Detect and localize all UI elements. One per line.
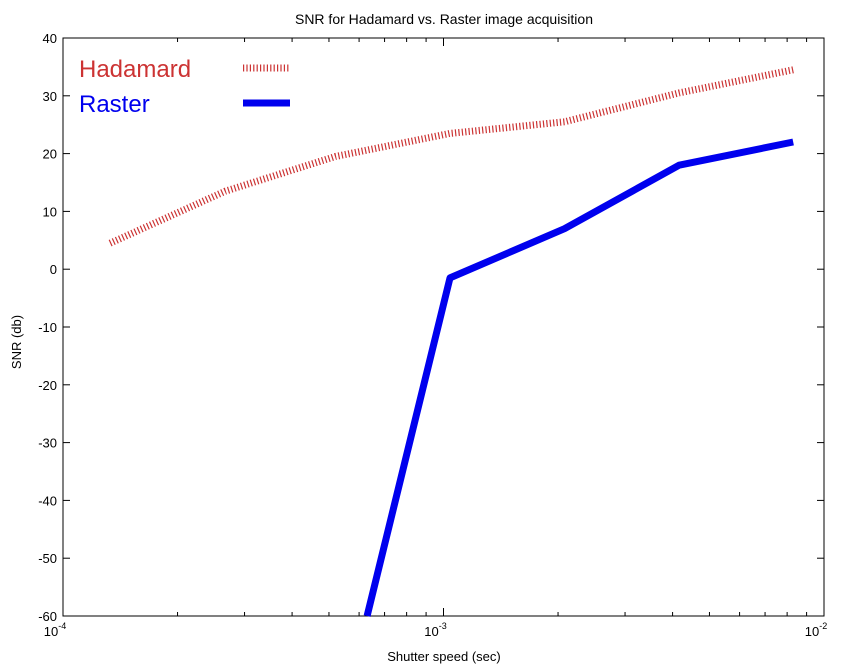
series-layer: [108, 66, 794, 617]
series-line-hadamard: [108, 66, 794, 247]
y-tick-label: 30: [43, 89, 57, 104]
y-tick-label: 40: [43, 31, 57, 46]
x-tick-label: 10-3: [424, 621, 446, 639]
y-tick-label: 10: [43, 204, 57, 219]
y-tick-label: -30: [38, 436, 57, 451]
series-line-raster: [363, 138, 794, 617]
plot-area: [62, 37, 825, 617]
legend-label-raster: Raster: [79, 91, 150, 118]
y-tick-label: -10: [38, 320, 57, 335]
y-tick-label: -50: [38, 551, 57, 566]
y-axis-label: SNR (db): [9, 315, 24, 369]
x-tick-label: 10-4: [44, 621, 66, 639]
x-axis-label: Shutter speed (sec): [387, 649, 500, 664]
y-tick-label: -60: [38, 609, 57, 624]
y-tick-label: -40: [38, 493, 57, 508]
legend: Hadamard Raster: [79, 56, 290, 118]
legend-label-hadamard: Hadamard: [79, 56, 191, 83]
y-tick-label: -20: [38, 378, 57, 393]
y-tick-label: 20: [43, 147, 57, 162]
x-tick-label: 10-2: [805, 621, 827, 639]
chart-title: SNR for Hadamard vs. Raster image acquis…: [295, 11, 593, 27]
y-tick-label: 0: [50, 262, 57, 277]
